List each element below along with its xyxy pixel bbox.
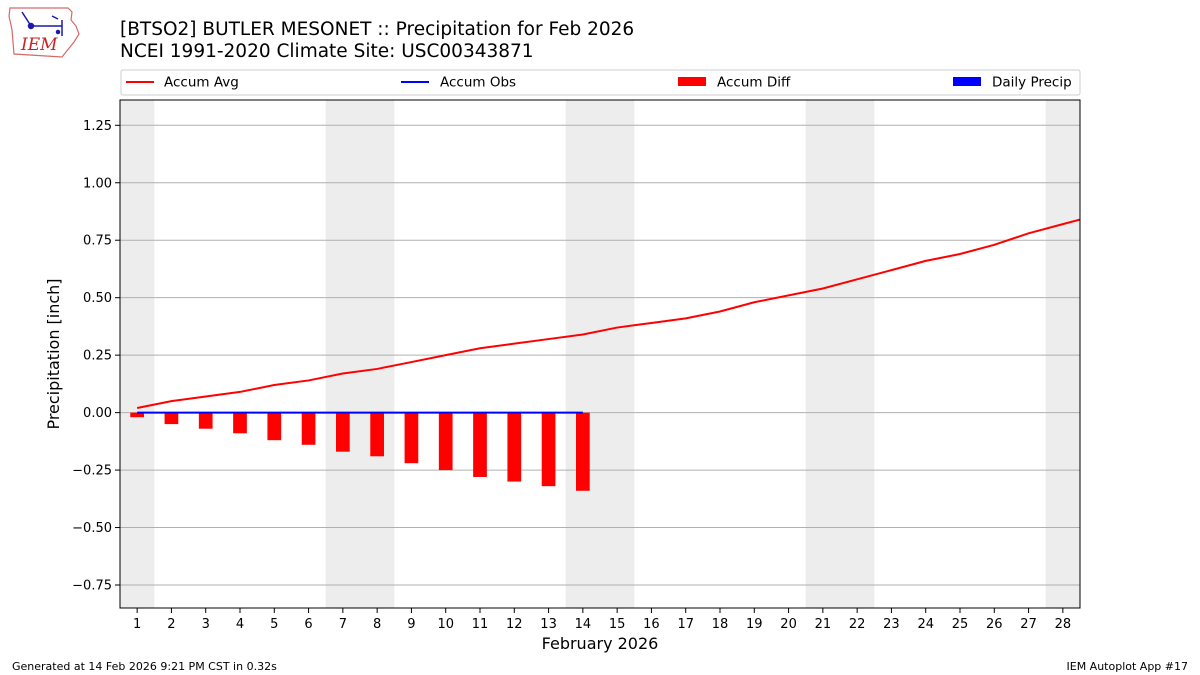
accum-diff-bar-13 — [541, 412, 556, 487]
x-tick-label-22: 22 — [849, 617, 866, 632]
accum-diff-bar-5 — [267, 412, 282, 441]
accum-diff-bar-8 — [370, 412, 384, 457]
x-tick-label-8: 8 — [373, 617, 381, 632]
x-tick-label-24: 24 — [917, 617, 934, 632]
axes: −0.75 −0.50 −0.25 0.00 0.25 0.50 0.75 1.00 1.25 1… — [72, 119, 1071, 632]
legend-frame — [120, 69, 1081, 96]
x-tick-label-23: 23 — [883, 617, 900, 632]
x-tick-label-2: 2 — [167, 617, 175, 632]
accum-diff-bar-10 — [438, 412, 453, 471]
x-tick-label-9: 9 — [407, 617, 415, 632]
y-tick-label-0: −0.75 — [72, 579, 112, 594]
legend: Accum Avg Accum Obs Accum Diff Daily Pre… — [120, 69, 1081, 96]
legend-label-accum-obs: Accum Obs — [440, 75, 516, 91]
x-tick-label-3: 3 — [202, 617, 210, 632]
y-tick-label-1: −0.50 — [72, 521, 112, 536]
x-tick-label-16: 16 — [643, 617, 660, 632]
x-tick-label-25: 25 — [952, 617, 969, 632]
x-tick-label-6: 6 — [304, 617, 312, 632]
x-tick-label-27: 27 — [1020, 617, 1037, 632]
weather-station-icon — [21, 11, 63, 36]
x-tick-label-13: 13 — [540, 617, 557, 632]
x-tick-label-4: 4 — [236, 617, 244, 632]
y-tick-label-2: −0.25 — [72, 464, 112, 479]
x-tick-label-20: 20 — [780, 617, 797, 632]
weekend-shade-day-21 — [805, 100, 840, 608]
accum-diff-bar-6 — [301, 412, 316, 445]
x-tick-label-26: 26 — [986, 617, 1003, 632]
weekend-shade-day-28 — [1045, 100, 1080, 608]
weekend-shading — [120, 100, 1080, 608]
weekend-shade-day-1 — [120, 100, 155, 608]
accum-diff-bar-11 — [473, 412, 487, 477]
plot-frame — [119, 99, 1081, 609]
accum-diff-bar-4 — [233, 412, 247, 434]
x-tick-label-18: 18 — [712, 617, 729, 632]
y-axis-label: Precipitation [inch] — [44, 278, 63, 429]
weekend-shade-day-7 — [325, 100, 360, 608]
weekend-shade-day-15 — [600, 100, 635, 608]
accum-diff-bar-3 — [198, 412, 213, 429]
y-tick-label-5: 0.50 — [83, 291, 112, 306]
generated-timestamp: Generated at 14 Feb 2026 9:21 PM CST in … — [12, 660, 277, 673]
y-tick-label-7: 1.00 — [83, 176, 112, 191]
x-tick-label-14: 14 — [575, 617, 592, 632]
x-tick-label-10: 10 — [437, 617, 454, 632]
legend-label-daily-precip: Daily Precip — [992, 75, 1072, 91]
legend-label-accum-diff: Accum Diff — [717, 75, 791, 91]
x-tick-label-1: 1 — [133, 617, 141, 632]
line-series — [136, 218, 1081, 414]
x-tick-label-15: 15 — [609, 617, 626, 632]
weekend-shade-day-14 — [565, 100, 600, 608]
x-tick-label-28: 28 — [1055, 617, 1072, 632]
y-tick-label-8: 1.25 — [83, 119, 112, 134]
x-axis-label: February 2026 — [542, 634, 659, 653]
y-tick-label-3: 0.00 — [83, 406, 112, 421]
app-credit: IEM Autoplot App #17 — [1067, 660, 1189, 673]
weekend-shade-day-22 — [840, 100, 875, 608]
y-gridlines — [120, 124, 1080, 586]
legend-label-accum-avg: Accum Avg — [164, 75, 239, 91]
x-tick-label-17: 17 — [677, 617, 694, 632]
accum-diff-bar-7 — [336, 412, 350, 452]
x-tick-label-12: 12 — [506, 617, 523, 632]
accum-avg-line — [136, 218, 1081, 409]
legend-swatch-accum-diff — [678, 77, 706, 86]
chart-title: [BTSO2] BUTLER MESONET :: Precipitation … — [120, 19, 634, 40]
x-tick-label-21: 21 — [815, 617, 832, 632]
weekend-shade-day-8 — [360, 100, 395, 608]
accum-diff-bar-1 — [130, 412, 144, 418]
accum-diff-bar-14 — [576, 412, 590, 491]
x-tick-label-11: 11 — [472, 617, 489, 632]
x-tick-label-7: 7 — [339, 617, 347, 632]
logo-text: IEM — [20, 35, 58, 55]
accum-diff-bars — [130, 412, 590, 491]
y-tick-label-4: 0.25 — [83, 349, 112, 364]
x-tick-label-19: 19 — [746, 617, 763, 632]
chart-subtitle: NCEI 1991-2020 Climate Site: USC00343871 — [120, 41, 534, 62]
accum-diff-bar-9 — [404, 412, 419, 464]
legend-swatch-daily-precip — [953, 77, 981, 86]
accum-diff-bar-2 — [164, 412, 179, 425]
iem-logo[interactable]: IEM — [8, 7, 80, 58]
y-tick-label-6: 0.75 — [83, 234, 112, 249]
accum-diff-bar-12 — [507, 412, 522, 482]
x-tick-label-5: 5 — [270, 617, 278, 632]
